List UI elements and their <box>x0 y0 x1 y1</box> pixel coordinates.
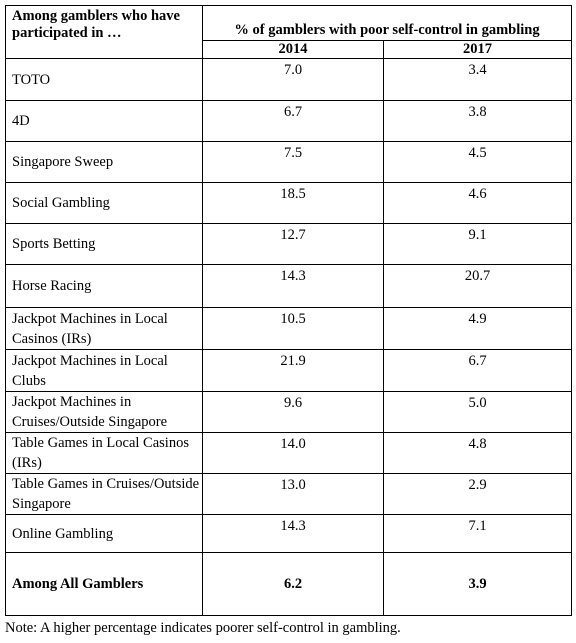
value-2017: 4.9 <box>383 307 572 350</box>
value-2014: 14.3 <box>202 514 384 553</box>
table-row: Table Games in Local Casinos (IRs) 14.0 … <box>5 432 572 474</box>
value-2017: 2.9 <box>383 473 572 515</box>
table-row: Jackpot Machines in Cruises/Outside Sing… <box>5 391 572 433</box>
group-header: % of gamblers with poor self-control in … <box>202 5 572 41</box>
table-row: TOTO 7.0 3.4 <box>5 58 572 101</box>
row-label: Jackpot Machines in Local Clubs <box>5 349 203 392</box>
value-2014: 14.0 <box>202 432 384 474</box>
table-note: Note: A higher percentage indicates poor… <box>5 620 401 636</box>
value-2017: 4.6 <box>383 182 572 224</box>
value-2014: 7.0 <box>202 58 384 101</box>
header-row-group: Among gamblers who have participated in … <box>5 5 572 59</box>
table-row: 4D 6.7 3.8 <box>5 100 572 142</box>
corner-header: Among gamblers who have participated in … <box>5 5 203 59</box>
table-row: Table Games in Cruises/Outside Singapore… <box>5 473 572 515</box>
value-2017: 7.1 <box>383 514 572 553</box>
row-label: Table Games in Cruises/Outside Singapore <box>5 473 203 515</box>
row-label: Singapore Sweep <box>5 141 203 183</box>
table-row: Sports Betting 12.7 9.1 <box>5 223 572 265</box>
year-header-2014: 2014 <box>202 40 384 59</box>
total-value-2014: 6.2 <box>202 552 384 616</box>
row-label: Horse Racing <box>5 264 203 308</box>
row-label: Social Gambling <box>5 182 203 224</box>
value-2017: 6.7 <box>383 349 572 392</box>
table-row: Jackpot Machines in Local Casinos (IRs) … <box>5 307 572 350</box>
table-row: Singapore Sweep 7.5 4.5 <box>5 141 572 183</box>
value-2014: 10.5 <box>202 307 384 350</box>
value-2014: 12.7 <box>202 223 384 265</box>
value-2017: 5.0 <box>383 391 572 433</box>
value-2017: 4.8 <box>383 432 572 474</box>
row-label: Online Gambling <box>5 514 203 553</box>
row-label: TOTO <box>5 58 203 101</box>
table-row: Social Gambling 18.5 4.6 <box>5 182 572 224</box>
value-2017: 3.8 <box>383 100 572 142</box>
row-label: 4D <box>5 100 203 142</box>
total-label: Among All Gamblers <box>5 552 203 616</box>
row-label: Sports Betting <box>5 223 203 265</box>
row-label: Jackpot Machines in Local Casinos (IRs) <box>5 307 203 350</box>
value-2014: 18.5 <box>202 182 384 224</box>
table-row: Jackpot Machines in Local Clubs 21.9 6.7 <box>5 349 572 392</box>
value-2014: 6.7 <box>202 100 384 142</box>
value-2017: 9.1 <box>383 223 572 265</box>
value-2014: 21.9 <box>202 349 384 392</box>
year-header-2017: 2017 <box>383 40 572 59</box>
table-row: Online Gambling 14.3 7.1 <box>5 514 572 553</box>
total-value-2017: 3.9 <box>383 552 572 616</box>
value-2014: 9.6 <box>202 391 384 433</box>
value-2014: 14.3 <box>202 264 384 308</box>
value-2017: 4.5 <box>383 141 572 183</box>
value-2014: 13.0 <box>202 473 384 515</box>
row-label: Jackpot Machines in Cruises/Outside Sing… <box>5 391 203 433</box>
table-row: Horse Racing 14.3 20.7 <box>5 264 572 308</box>
value-2014: 7.5 <box>202 141 384 183</box>
gambling-self-control-table: Among gamblers who have participated in … <box>5 5 572 616</box>
value-2017: 3.4 <box>383 58 572 101</box>
value-2017: 20.7 <box>383 264 572 308</box>
total-row: Among All Gamblers 6.2 3.9 <box>5 552 572 616</box>
row-label: Table Games in Local Casinos (IRs) <box>5 432 203 474</box>
